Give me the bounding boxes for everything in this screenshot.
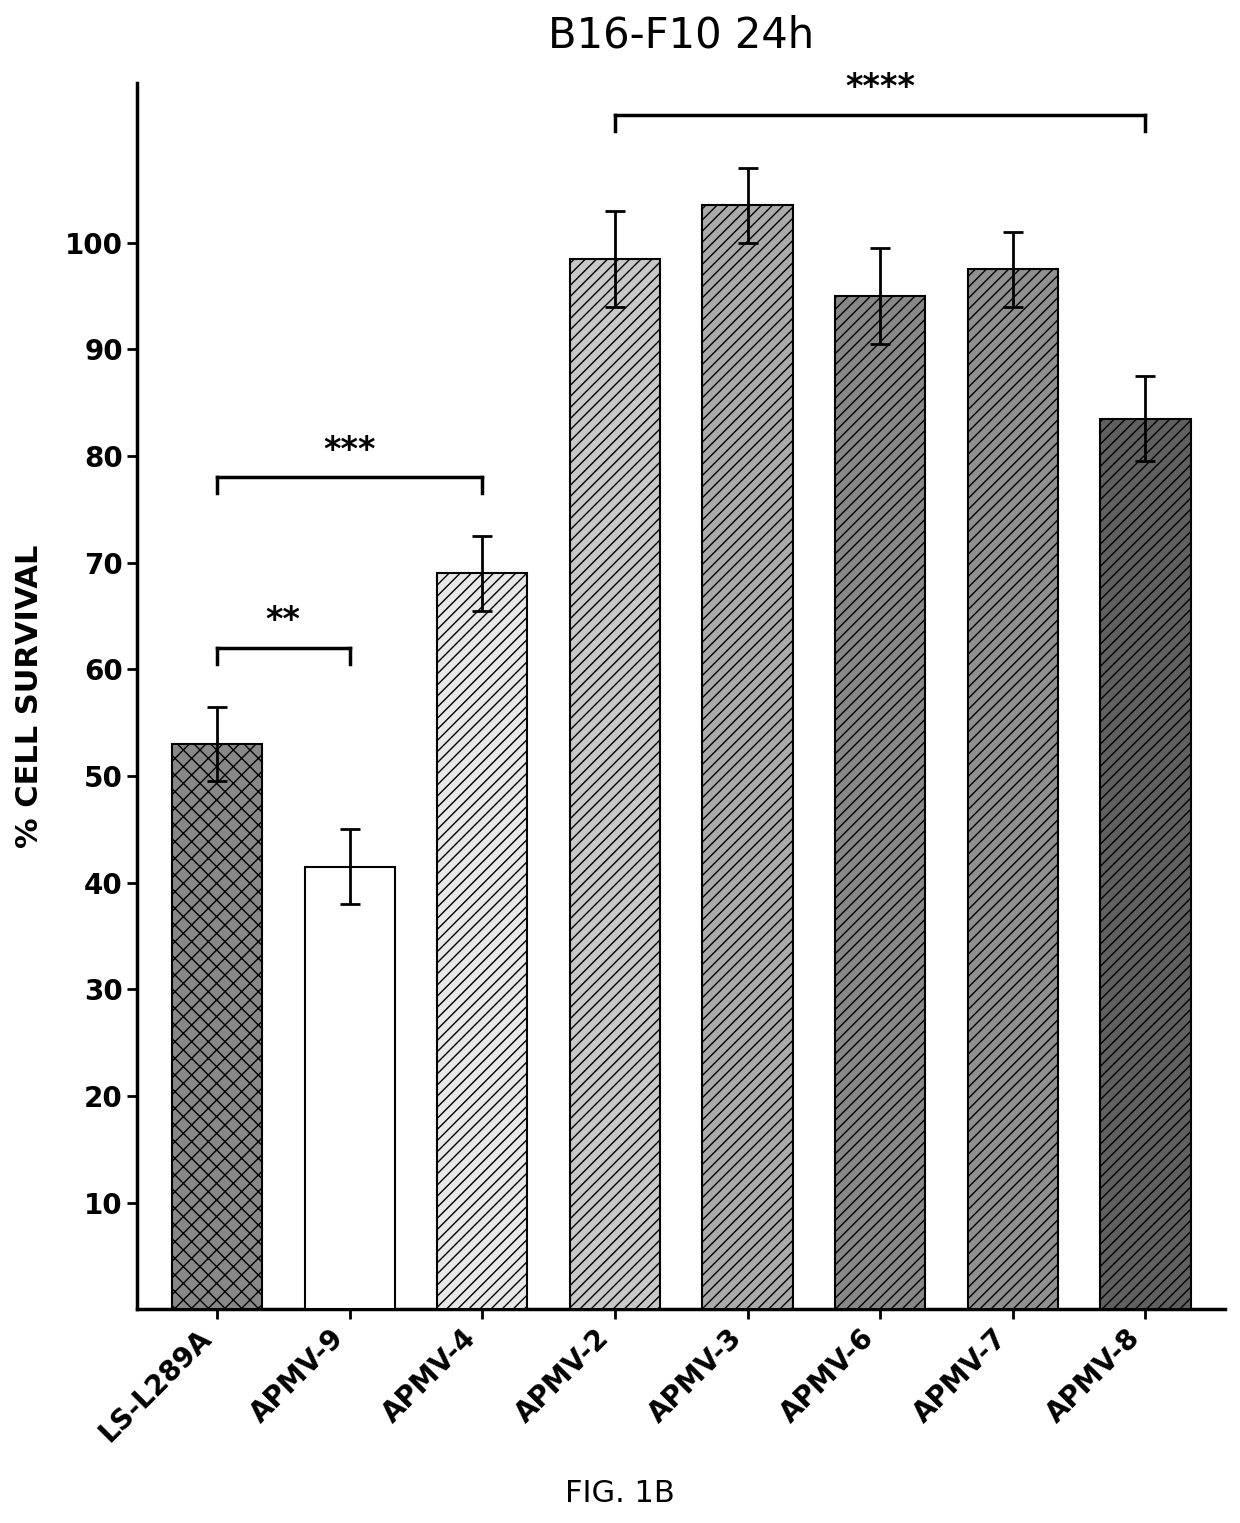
Bar [835, 295, 925, 1310]
Bar [1100, 419, 1190, 1310]
Text: **: ** [265, 605, 301, 637]
Bar [702, 206, 792, 1310]
Bar [967, 270, 1058, 1310]
Bar [438, 573, 527, 1310]
Bar [305, 867, 394, 1310]
Y-axis label: % CELL SURVIVAL: % CELL SURVIVAL [15, 544, 43, 848]
Text: ***: *** [324, 434, 376, 466]
Bar [172, 745, 262, 1310]
Title: B16-F10 24h: B16-F10 24h [548, 15, 815, 56]
Bar [570, 259, 660, 1310]
Text: FIG. 1B: FIG. 1B [565, 1479, 675, 1508]
Text: ****: **** [846, 72, 915, 104]
